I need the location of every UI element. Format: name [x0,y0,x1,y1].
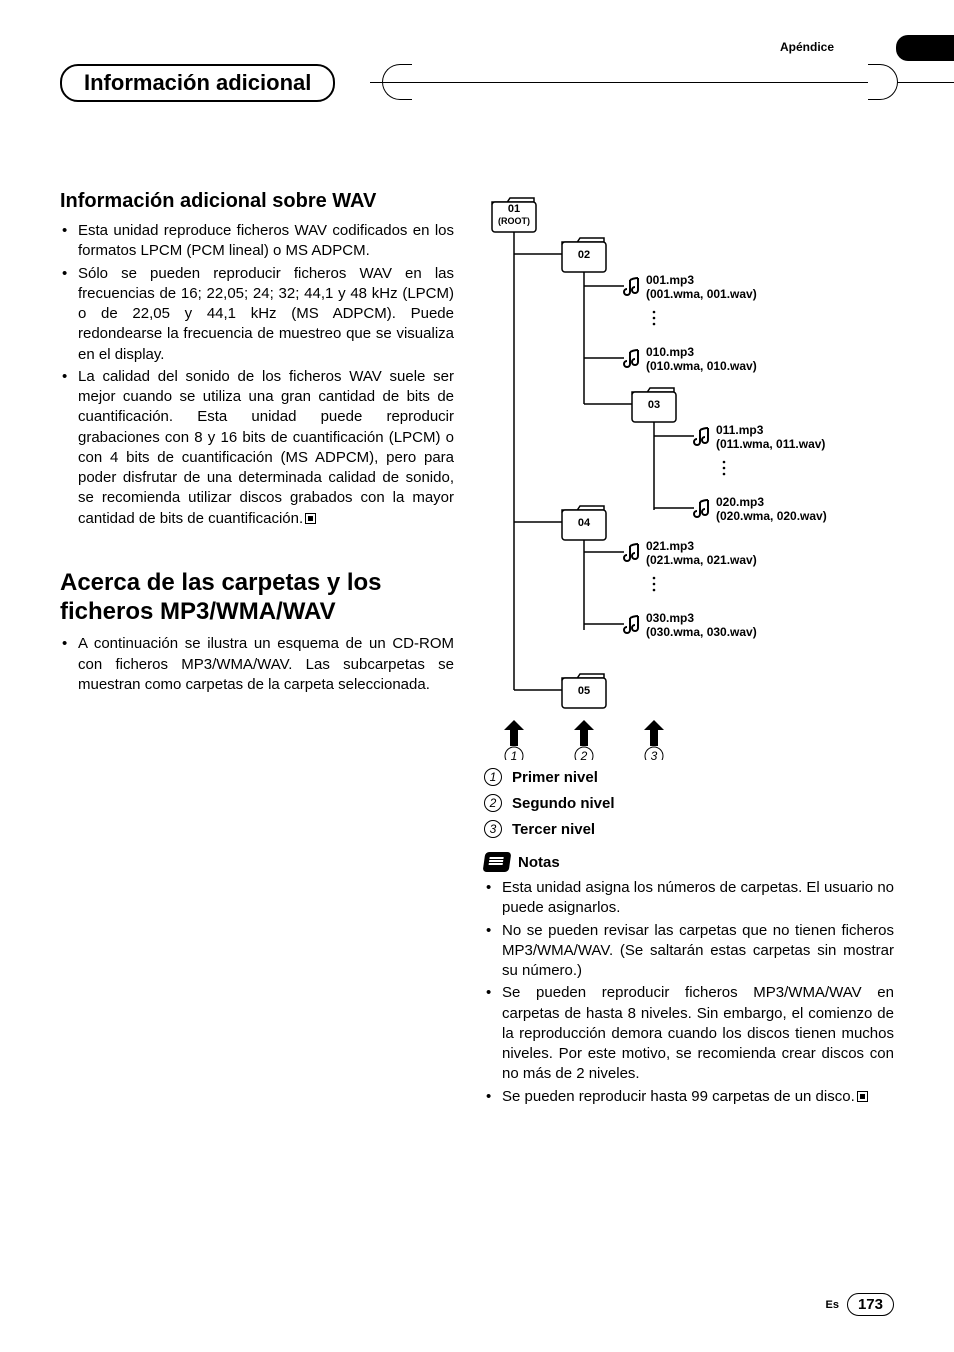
notes-title: Notas [518,854,560,871]
wav-bullet: La calidad del sonido de los ficheros WA… [78,367,454,529]
footer-lang-short: Es [826,1299,839,1311]
level-number-icon: 1 [484,768,502,786]
header-paren-right [868,64,898,100]
svg-text:001.mp3: 001.mp3 [646,273,694,287]
left-column: Información adicional sobre WAV Esta uni… [60,190,454,1109]
section-folders-heading: Acerca de las carpetas y los ficheros MP… [60,569,454,627]
page-title-pill: Información adicional [60,64,335,102]
notes-header: Notas [484,852,894,872]
wav-bullet: Sólo se pueden reproducir ficheros WAV e… [78,264,454,365]
level-label: Tercer nivel [512,821,595,838]
folder-sublabel: (ROOT) [498,216,530,226]
svg-text:(010.wma, 010.wav): (010.wma, 010.wav) [646,359,757,373]
wav-bullet-text: La calidad del sonido de los ficheros WA… [78,368,454,527]
folders-bullet-list: A continuación se ilustra un esquema de … [60,634,454,695]
notes-bullet: Esta unidad asigna los números de carpet… [502,878,894,919]
wav-bullet: Esta unidad reproduce ficheros WAV codif… [78,221,454,262]
content-columns: Información adicional sobre WAV Esta uni… [60,190,894,1109]
svg-text:(021.wma, 021.wav): (021.wma, 021.wav) [646,553,757,567]
level-row: 2 Segundo nivel [484,794,894,812]
svg-text:04: 04 [578,517,591,529]
svg-text:(030.wma, 030.wav): (030.wma, 030.wav) [646,625,757,639]
corner-tab [896,35,954,61]
folders-bullet: A continuación se ilustra un esquema de … [78,634,454,695]
levels-legend: 1 Primer nivel 2 Segundo nivel 3 Tercer … [484,768,894,838]
svg-text:3: 3 [651,749,658,760]
notes-bullet-text: Se pueden reproducir hasta 99 carpetas d… [502,1088,855,1105]
notes-bullet-list: Esta unidad asigna los números de carpet… [484,878,894,1107]
page-footer: Es 173 [826,1293,895,1316]
notes-bullet: No se pueden revisar las carpetas que no… [502,921,894,982]
svg-text:(020.wma, 020.wav): (020.wma, 020.wav) [716,509,827,523]
level-label: Segundo nivel [512,795,615,812]
notes-bullet: Se pueden reproducir ficheros MP3/WMA/WA… [502,983,894,1084]
appendix-label: Apéndice [780,40,834,54]
svg-text:(011.wma, 011.wav): (011.wma, 011.wav) [716,437,825,451]
svg-text:020.mp3: 020.mp3 [716,495,764,509]
level-number-icon: 2 [484,794,502,812]
level-label: Primer nivel [512,769,598,786]
svg-text:010.mp3: 010.mp3 [646,345,694,359]
notes-icon [483,852,512,872]
page-number: 173 [847,1293,894,1316]
right-column: 01 (ROOT) 02 001.mp3 (001.wma, 001.wav) … [484,190,894,1109]
svg-text:(001.wma, 001.wav): (001.wma, 001.wav) [646,287,757,301]
level-number-icon: 3 [484,820,502,838]
end-of-section-icon [305,513,316,524]
notes-bullet: Se pueden reproducir hasta 99 carpetas d… [502,1087,894,1107]
page-header: Apéndice Información adicional [60,40,894,110]
svg-text:03: 03 [648,399,660,411]
svg-text:1: 1 [511,749,518,760]
level-row: 1 Primer nivel [484,768,894,786]
end-of-section-icon [857,1091,868,1102]
header-rule [370,82,954,83]
svg-text:02: 02 [578,249,590,261]
svg-text:021.mp3: 021.mp3 [646,539,694,553]
svg-text:011.mp3: 011.mp3 [716,423,764,437]
wav-bullet-list: Esta unidad reproduce ficheros WAV codif… [60,221,454,529]
svg-text:05: 05 [578,685,590,697]
level-row: 3 Tercer nivel [484,820,894,838]
folder-label: 01 [508,203,520,215]
svg-text:2: 2 [580,749,588,760]
folder-tree-diagram: 01 (ROOT) 02 001.mp3 (001.wma, 001.wav) … [484,190,894,760]
section-wav-heading: Información adicional sobre WAV [60,190,454,213]
svg-text:030.mp3: 030.mp3 [646,611,694,625]
